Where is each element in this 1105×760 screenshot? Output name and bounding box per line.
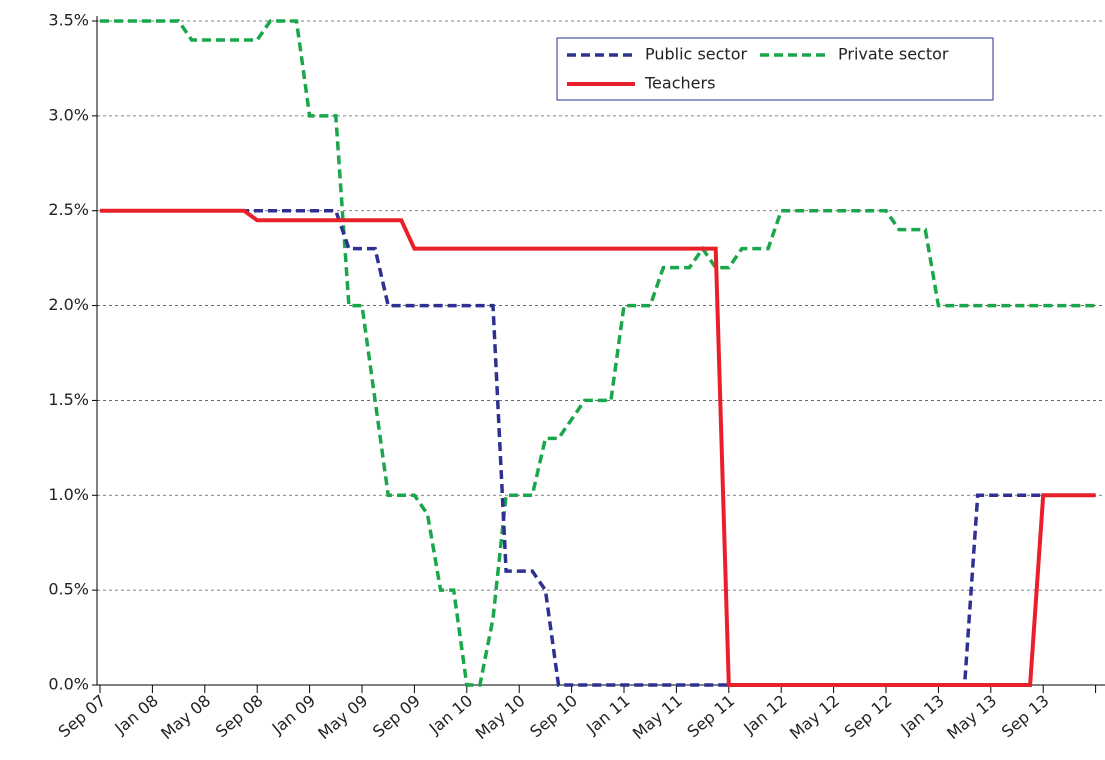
legend-label: Private sector [838,45,949,64]
x-tick-label: Sep 10 [526,691,581,741]
x-tick-label: Jan 13 [896,691,947,738]
x-tick-label: May 09 [314,691,371,743]
x-tick-label: Jan 09 [268,691,319,738]
series-line [100,208,1096,687]
legend-label: Public sector [645,45,747,64]
x-tick-label: May 11 [629,691,686,743]
x-tick-label: Jan 08 [110,691,161,738]
x-tick-label: Sep 08 [212,691,267,741]
series-line [100,19,1096,687]
y-tick-label: 3.0% [48,105,89,124]
x-tick-label: May 10 [472,691,529,743]
x-tick-label: May 12 [786,691,843,743]
x-tick-label: Sep 13 [998,691,1053,741]
x-tick-label: Sep 12 [841,691,896,741]
legend-label: Teachers [644,74,715,93]
legend-box [556,37,994,101]
x-tick-label: Sep 07 [55,691,110,741]
x-tick-label: May 13 [943,691,1000,743]
y-tick-label: 0.0% [48,675,89,694]
y-tick-label: 2.5% [48,200,89,219]
y-tick-label: 1.5% [48,390,89,409]
x-tick-label: Jan 12 [739,691,790,738]
x-tick-label: Sep 11 [683,691,738,741]
series-line [100,208,1096,687]
x-tick-label: Sep 09 [369,691,424,741]
y-tick-label: 0.5% [48,580,89,599]
y-tick-label: 1.0% [48,485,89,504]
x-tick-label: May 08 [157,691,214,743]
y-tick-label: 2.0% [48,295,89,314]
y-tick-label: 3.5% [48,11,89,30]
x-tick-label: Jan 11 [582,691,633,738]
x-tick-label: Jan 10 [425,691,476,738]
